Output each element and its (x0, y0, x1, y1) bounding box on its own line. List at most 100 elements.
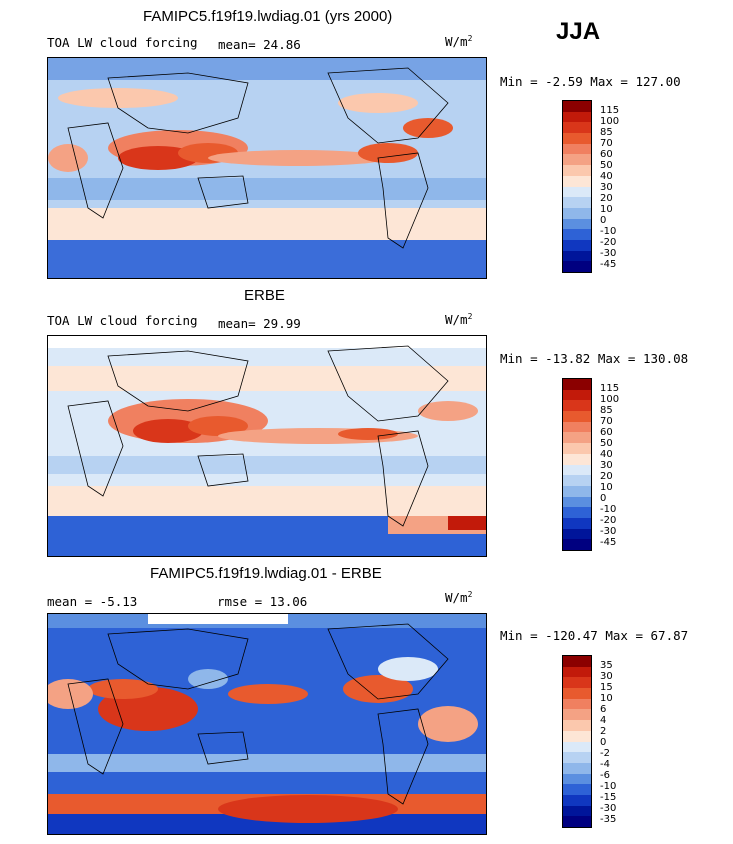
panel3-level-11: -10 (600, 781, 617, 792)
panel1-level-0: 115 (600, 105, 620, 116)
panel3-level-6: 2 (600, 726, 607, 737)
panel3-swatch-15 (563, 816, 591, 827)
panel3-level-5: 4 (600, 715, 607, 726)
panel3-level-13: -30 (600, 803, 617, 814)
panel1-level-9: 10 (600, 204, 613, 215)
panel1-level-11: -10 (600, 226, 617, 237)
panel3-level-4: 6 (600, 704, 607, 715)
panel2-level-1: 100 (600, 394, 620, 405)
panel2-swatch-4 (563, 421, 591, 433)
panel2-level-11: -10 (600, 504, 617, 515)
panel2-level-4: 60 (600, 427, 613, 438)
panel2-minmax: Min = -13.82 Max = 130.08 (500, 351, 689, 366)
panel2-level-3: 70 (600, 416, 613, 427)
panel3-swatch-11 (563, 773, 591, 785)
panel1-swatch-13 (563, 239, 591, 251)
panel1-level-12: -20 (600, 237, 617, 248)
panel1-field (48, 58, 486, 278)
panel2-swatch-5 (563, 432, 591, 444)
panel1-minmax: Min = -2.59 Max = 127.00 (500, 74, 681, 89)
panel1-swatch-11 (563, 218, 591, 230)
panel1-swatch-1 (563, 111, 591, 123)
panel3-map (47, 613, 487, 835)
season-label: JJA (556, 18, 601, 45)
panel3-level-3: 10 (600, 693, 613, 704)
panel1-swatch-9 (563, 197, 591, 208)
panel3-units: W/m2 (445, 590, 473, 606)
panel1-level-1: 100 (600, 116, 620, 127)
panel2-swatch-6 (563, 443, 591, 454)
panel1-level-3: 70 (600, 138, 613, 149)
panel1-subtitle: TOA LW cloud forcing (47, 35, 198, 50)
panel3-swatch-6 (563, 720, 591, 731)
panel2-swatch-11 (563, 496, 591, 508)
panel2-level-9: 10 (600, 482, 613, 493)
panel3-swatch-7 (563, 730, 591, 742)
panel1-swatch-14 (563, 250, 591, 262)
panel1-level-10: 0 (600, 215, 607, 226)
panel3-level-8: -2 (600, 748, 610, 759)
panel1-mean: mean= 24.86 (218, 37, 301, 52)
panel1-level-6: 40 (600, 171, 613, 182)
panel1-level-4: 60 (600, 149, 613, 160)
panel3-minmax: Min = -120.47 Max = 67.87 (500, 628, 689, 643)
panel3-rmse: rmse = 13.06 (217, 594, 308, 609)
panel1-swatch-2 (563, 122, 591, 134)
panel3-level-0: 35 (600, 660, 613, 671)
panel2-swatch-15 (563, 539, 591, 550)
panel2-mean: mean= 29.99 (218, 316, 301, 331)
panel1-level-8: 20 (600, 193, 613, 204)
panel1-swatch-0 (563, 101, 591, 112)
panel3-swatch-10 (563, 762, 591, 774)
panel1-level-14: -45 (600, 259, 617, 270)
panel2-level-8: 20 (600, 471, 613, 482)
panel3-level-14: -35 (600, 814, 617, 825)
panel1-level-13: -30 (600, 248, 617, 259)
panel3-swatch-8 (563, 741, 591, 753)
panel1-swatch-7 (563, 175, 591, 187)
panel1-map (47, 57, 487, 279)
panel2-subtitle: TOA LW cloud forcing (47, 313, 198, 328)
panel1-colorbar-swatches (562, 100, 592, 273)
panel1-swatch-3 (563, 133, 591, 144)
panel3-field (48, 614, 486, 834)
panel2-swatch-8 (563, 464, 591, 476)
panel2-level-0: 115 (600, 383, 620, 394)
panel2-swatch-7 (563, 453, 591, 465)
panel3-level-7: 0 (600, 737, 607, 748)
panel1-swatch-15 (563, 261, 591, 272)
panel3-swatch-2 (563, 677, 591, 689)
panel3-swatch-9 (563, 752, 591, 763)
panel3-swatch-14 (563, 805, 591, 817)
panel2-title: ERBE (244, 287, 285, 304)
panel3-swatch-0 (563, 656, 591, 667)
panel3-level-2: 15 (600, 682, 613, 693)
panel3-level-12: -15 (600, 792, 617, 803)
panel1-swatch-12 (563, 229, 591, 240)
panel3-swatch-13 (563, 794, 591, 806)
panel2-swatch-14 (563, 528, 591, 540)
panel3-level-1: 30 (600, 671, 613, 682)
panel2-swatch-12 (563, 507, 591, 518)
panel2-level-12: -20 (600, 515, 617, 526)
panel2-swatch-0 (563, 379, 591, 390)
panel2-swatch-9 (563, 475, 591, 486)
panel1-swatch-10 (563, 207, 591, 219)
panel2-level-13: -30 (600, 526, 617, 537)
panel3-mean: mean = -5.13 (47, 594, 138, 609)
panel2-swatch-3 (563, 411, 591, 422)
panel3-swatch-5 (563, 709, 591, 721)
panel3-level-9: -4 (600, 759, 610, 770)
panel3-colorbar-swatches (562, 655, 592, 828)
panel1-level-7: 30 (600, 182, 613, 193)
panel3-level-10: -6 (600, 770, 610, 781)
panel2-units: W/m2 (445, 312, 473, 328)
panel1-level-5: 50 (600, 160, 613, 171)
panel1-swatch-6 (563, 165, 591, 176)
panel1-title: FAMIPC5.f19f19.lwdiag.01 (yrs 2000) (143, 8, 393, 25)
panel2-map (47, 335, 487, 557)
panel1-units: W/m2 (445, 34, 473, 50)
panel2-level-6: 40 (600, 449, 613, 460)
panel3-swatch-1 (563, 666, 591, 678)
panel3-swatch-3 (563, 688, 591, 699)
